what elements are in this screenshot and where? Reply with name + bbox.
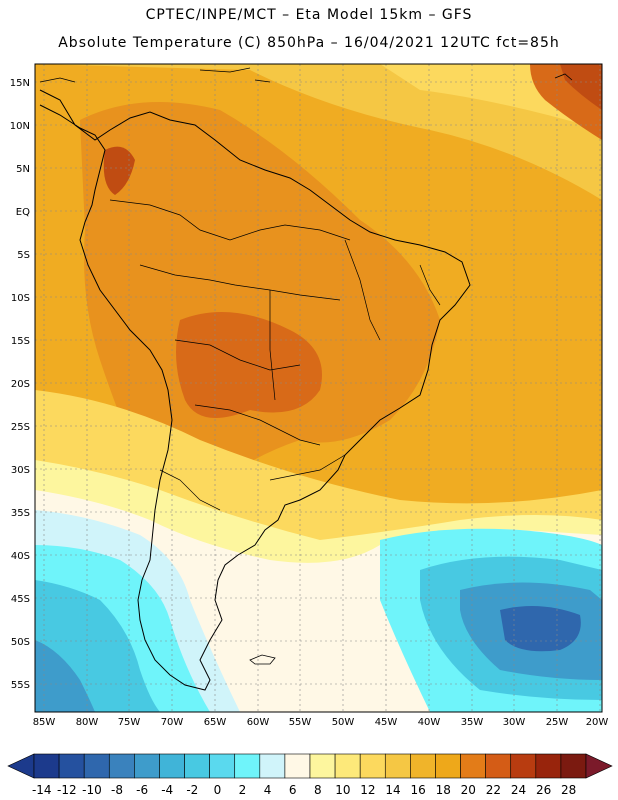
colorbar-label: 16 [410,783,425,797]
coastline-south-america [39,89,471,691]
lon-label: 35W [461,717,484,728]
map-title: CPTEC/INPE/MCT – Eta Model 15km – GFS [145,7,473,23]
lon-label: 55W [289,717,312,728]
latitude-axis: 15N 10N 5N EQ 5S 10S 15S 20S 25S 30S 35S… [10,78,30,691]
field-very-hot-northeast [560,64,602,110]
colorbar-swatch [535,753,562,779]
colorbar-label: 26 [536,783,551,797]
lon-label: 75W [118,717,141,728]
field-hot-central [176,312,322,418]
colorbar-label: 24 [511,783,526,797]
colorbar-label: -4 [161,783,173,797]
lon-label: 85W [33,717,56,728]
lat-label: 15S [11,336,30,347]
colorbar-label: 20 [461,783,476,797]
lon-label: 30W [503,717,526,728]
falkland-islands [249,654,276,665]
lon-label: 70W [161,717,184,728]
colorbar-label: -6 [136,783,148,797]
colorbar-arrow-high [585,753,613,779]
colorbar-label: 0 [214,783,222,797]
lat-label: 50S [11,637,30,648]
colorbar: -14 -12 -10 -8 -6 -4 -2 0 2 4 6 8 10 12 14 16 18 20 22 24 26… [7,753,613,797]
colorbar-label: -10 [82,783,102,797]
lon-label: 80W [76,717,99,728]
lon-label: 50W [332,717,355,728]
colorbar-swatch [334,753,361,779]
colorbar-swatch [159,753,185,779]
colorbar-swatch [410,753,436,779]
colorbar-swatch [485,753,512,779]
map-frame [34,63,603,713]
lat-label: 5N [16,164,30,175]
lon-label: 40W [418,717,441,728]
colorbar-label: 18 [436,783,451,797]
lon-label: 45W [375,717,398,728]
colorbar-label: 28 [561,783,576,797]
temperature-field [35,64,602,712]
colorbar-label: 10 [335,783,350,797]
colorbar-swatch [108,753,135,779]
lon-label: 60W [247,717,270,728]
colorbar-swatch [359,753,386,779]
lat-label: EQ [16,207,30,218]
lat-label: 20S [11,379,30,390]
lon-label: 20W [586,717,609,728]
lat-label: 35S [11,508,30,519]
colorbar-swatch [284,753,311,779]
lon-label: 25W [546,717,569,728]
lat-label: 25S [11,422,30,433]
colorbar-label: 4 [264,783,272,797]
colorbar-label: -2 [186,783,198,797]
country-borders [109,199,441,511]
colorbar-label: 6 [289,783,297,797]
field-darkblue-west [35,640,95,712]
colorbar-swatch [259,753,286,779]
lat-label: 10N [10,121,30,132]
colorbar-swatch [460,753,486,779]
colorbar-swatch [309,753,336,779]
colorbar-label: 2 [239,783,247,797]
lat-label: 45S [11,594,30,605]
colorbar-swatch [134,753,160,779]
field-hot-venezuela [103,146,135,195]
colorbar-swatch [510,753,537,779]
colorbar-label: 8 [314,783,322,797]
colorbar-label: -8 [111,783,123,797]
colorbar-swatch [435,753,461,779]
lat-label: 5S [17,250,30,261]
colorbar-swatch [83,753,110,779]
colorbar-swatch [33,753,60,779]
colorbar-swatch [184,753,210,779]
lat-label: 55S [11,680,30,691]
colorbar-swatch [234,753,261,779]
lat-label: 40S [11,551,30,562]
lon-label: 65W [204,717,227,728]
colorbar-swatch [560,753,587,779]
colorbar-arrow-low [7,753,35,779]
colorbar-swatch [384,753,411,779]
field-yellow-north [35,64,602,200]
lat-label: 15N [10,78,30,89]
lat-label: 30S [11,465,30,476]
colorbar-label: -12 [57,783,77,797]
colorbar-label: 12 [360,783,375,797]
lat-label: 10S [11,293,30,304]
colorbar-swatch [209,753,236,779]
colorbar-swatch [58,753,85,779]
caribbean-islands [39,67,573,83]
field-deepblue-east [500,606,581,652]
colorbar-label: 14 [385,783,400,797]
longitude-axis: 85W 80W 75W 70W 65W 60W 55W 50W 45W 40W … [33,717,609,728]
colorbar-label: 22 [486,783,501,797]
graticule [35,64,602,712]
map-subtitle: Absolute Temperature (C) 850hPa – 16/04/… [58,35,560,51]
colorbar-label: -14 [32,783,52,797]
